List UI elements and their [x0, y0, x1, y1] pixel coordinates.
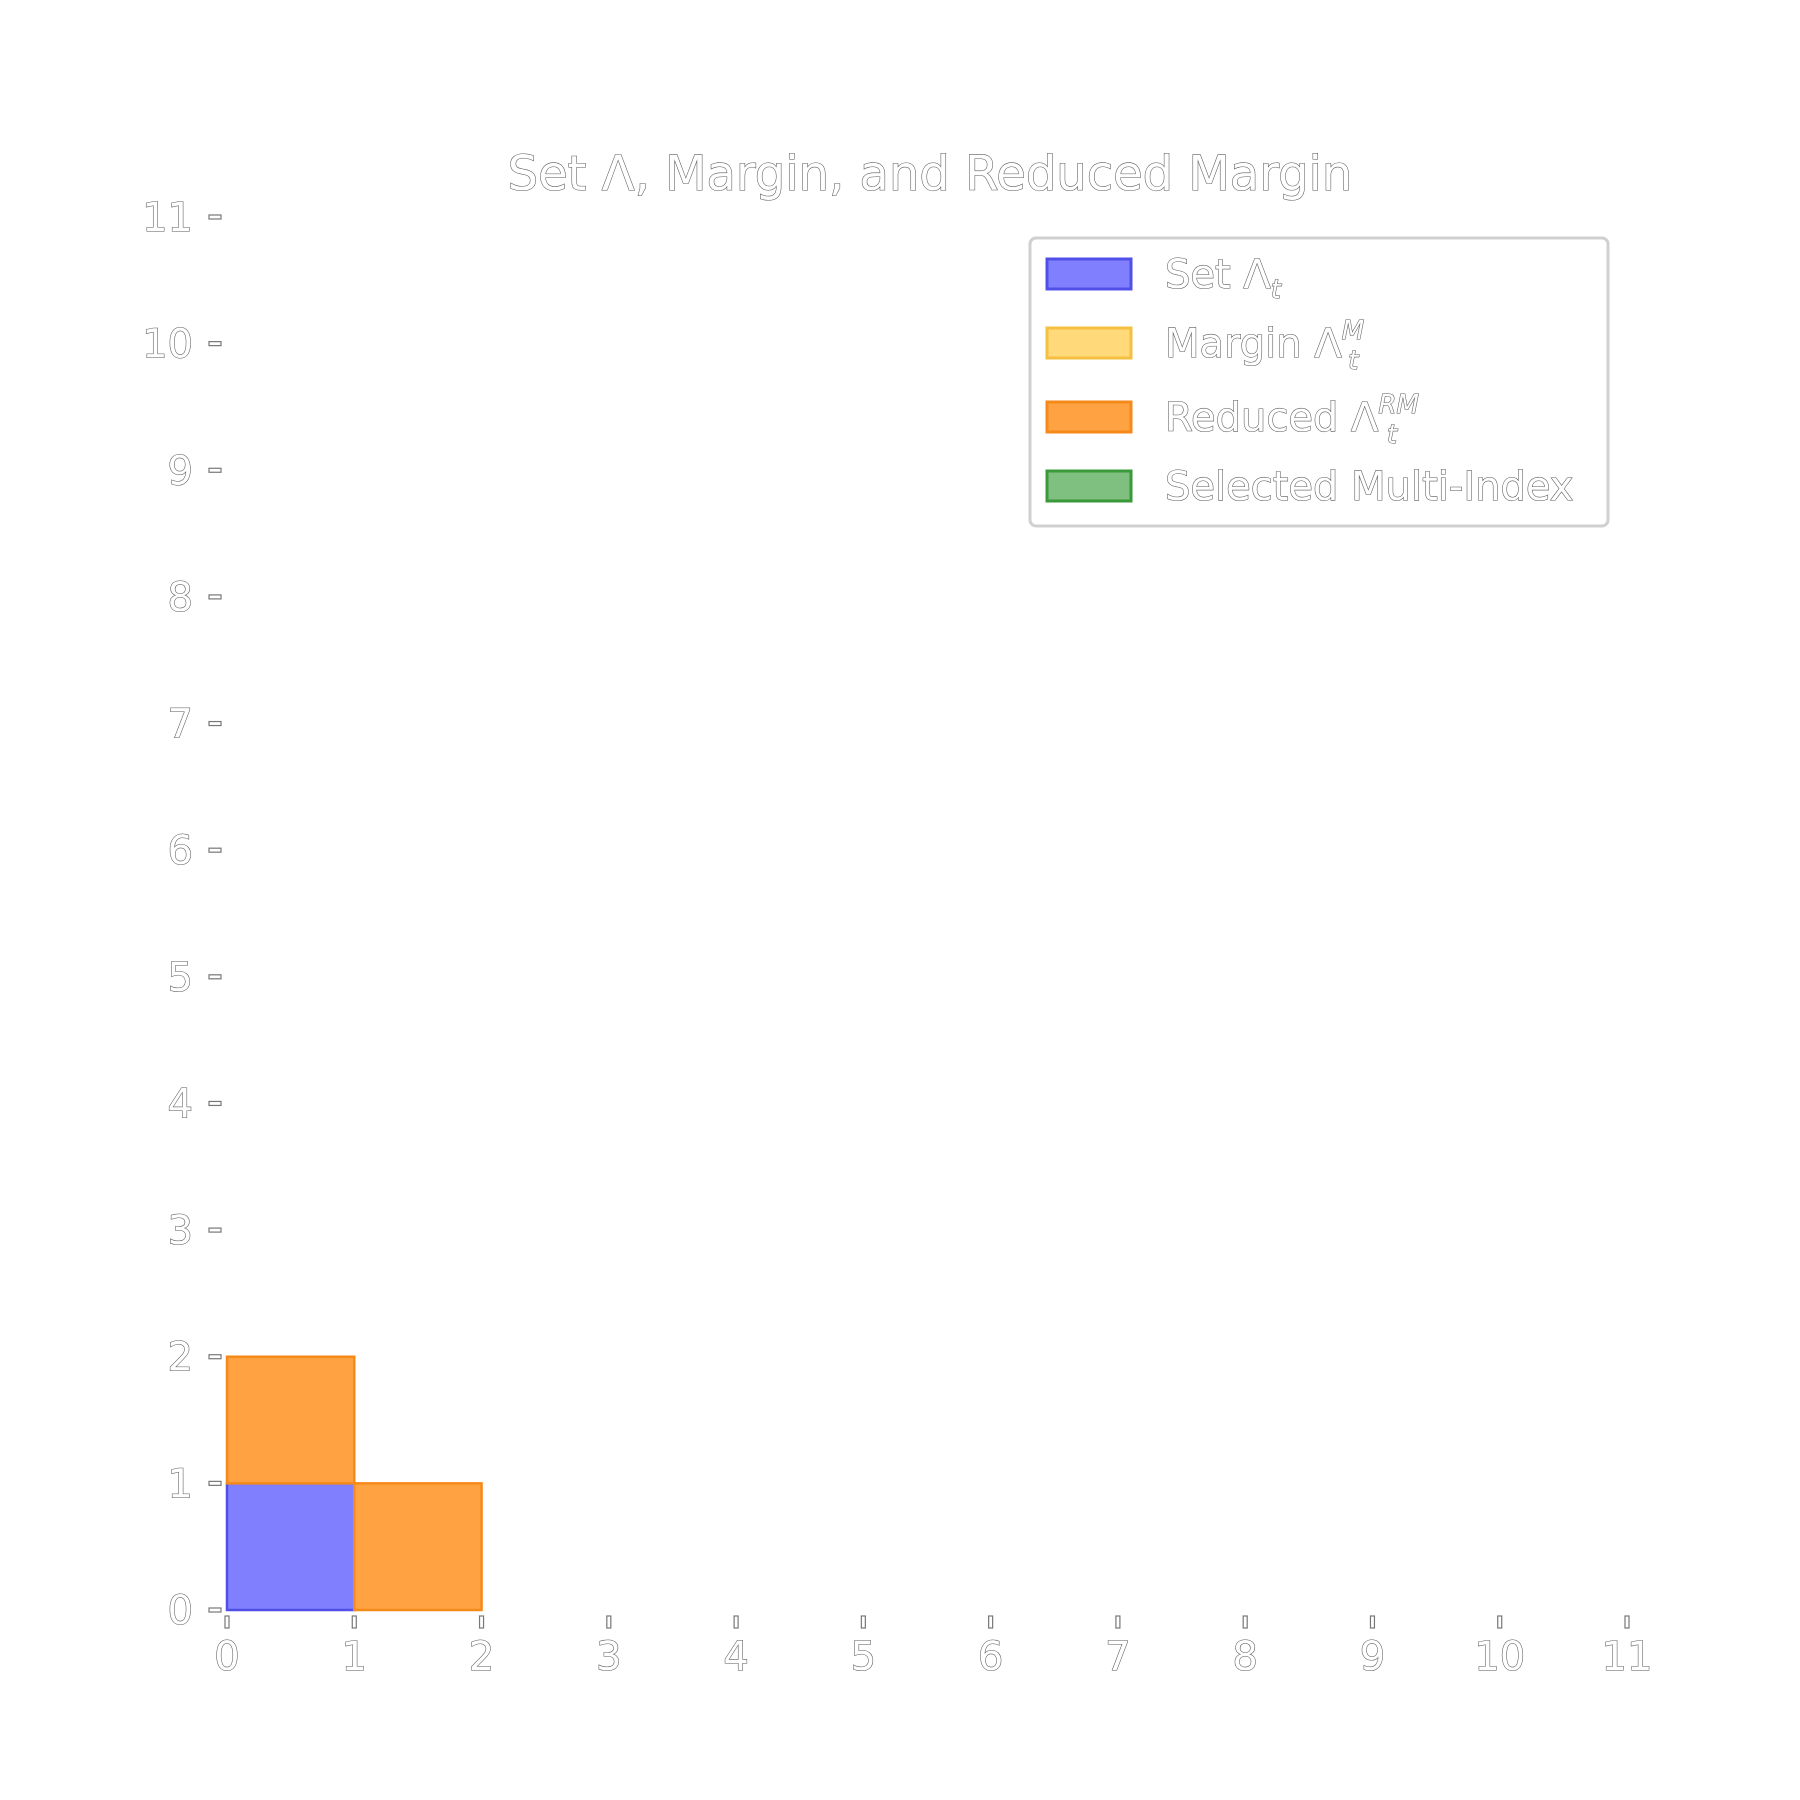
y-tick-label-5: 5 [168, 955, 193, 1001]
y-tick-mark-5 [208, 974, 222, 980]
x-tick-label-0: 0 [214, 1634, 239, 1680]
x-tick-mark-9 [1369, 1615, 1376, 1629]
x-tick-mark-5 [860, 1615, 866, 1629]
y-tick-mark-10 [208, 341, 222, 347]
x-tick-label-7: 7 [1105, 1634, 1130, 1680]
y-tick-label-6: 6 [168, 828, 193, 874]
cell-reduced-0-1 [225, 1355, 356, 1485]
x-tick-label-3: 3 [596, 1634, 621, 1680]
legend-label-selected: Selected Multi-Index [1165, 464, 1573, 510]
legend-swatch-selected [1045, 469, 1133, 503]
x-tick-label-2: 2 [469, 1634, 494, 1680]
y-tick-label-3: 3 [168, 1208, 193, 1254]
x-tick-label-8: 8 [1232, 1634, 1257, 1680]
x-tick-mark-10 [1497, 1615, 1503, 1629]
x-tick-mark-1 [351, 1615, 357, 1629]
x-tick-label-5: 5 [851, 1634, 876, 1680]
y-tick-mark-8 [208, 594, 222, 600]
x-tick-mark-0 [224, 1615, 230, 1629]
cells-layer [225, 1355, 483, 1612]
x-tick-mark-8 [1242, 1615, 1248, 1629]
x-tick-mark-3 [606, 1615, 612, 1629]
y-tick-label-9: 9 [168, 448, 193, 494]
x-tick-mark-4 [733, 1615, 739, 1629]
x-tick-label-9: 9 [1360, 1634, 1385, 1680]
y-tick-label-11: 11 [142, 195, 193, 241]
legend-label-set: Set Λt [1165, 252, 1282, 305]
y-tick-label-0: 0 [168, 1588, 193, 1634]
y-tick-mark-6 [208, 847, 222, 853]
legend-swatch-set [1045, 257, 1133, 291]
y-tick-label-10: 10 [142, 322, 193, 368]
y-tick-mark-7 [208, 720, 222, 727]
cell-reduced-1-0 [353, 1482, 483, 1612]
x-tick-mark-11 [1624, 1615, 1630, 1629]
legend-frame [1028, 236, 1610, 528]
legend-swatch-reduced [1045, 400, 1133, 434]
x-tick-mark-6 [988, 1615, 994, 1629]
y-tick-mark-11 [208, 214, 222, 220]
x-tick-mark-7 [1115, 1615, 1121, 1629]
x-tick-label-11: 11 [1602, 1634, 1653, 1680]
legend-swatch-margin [1045, 326, 1133, 360]
y-tick-label-8: 8 [168, 575, 193, 621]
legend-label-margin: Margin ΛM t [1165, 316, 1364, 376]
x-tick-label-10: 10 [1474, 1634, 1525, 1680]
x-tick-label-6: 6 [978, 1634, 1003, 1680]
y-tick-label-7: 7 [168, 702, 193, 748]
x-axis: 0 1 2 3 4 5 6 7 8 9 10 11 [214, 1615, 1653, 1681]
legend-label-reduced: Reduced ΛRM t [1165, 390, 1419, 450]
y-tick-mark-2 [208, 1354, 222, 1360]
legend: Set Λt Margin ΛM t Reduced ΛRM t Selected Mul… [1028, 236, 1610, 528]
x-tick-label-1: 1 [342, 1634, 367, 1680]
y-tick-mark-1 [208, 1480, 222, 1486]
y-tick-mark-0 [208, 1607, 222, 1613]
cell-set-0-0 [225, 1482, 356, 1612]
chart-title: Set Λ, Margin, and Reduced Margin [508, 146, 1353, 202]
y-tick-label-1: 1 [168, 1461, 193, 1507]
x-tick-mark-2 [478, 1615, 485, 1629]
y-tick-mark-3 [208, 1227, 222, 1233]
x-tick-label-4: 4 [723, 1634, 748, 1680]
y-tick-label-2: 2 [168, 1335, 193, 1381]
y-axis: 0 1 2 3 4 5 6 7 8 9 10 11 [142, 194, 222, 1635]
y-tick-mark-4 [208, 1100, 222, 1107]
y-tick-mark-9 [208, 467, 222, 473]
y-tick-label-4: 4 [168, 1081, 193, 1127]
